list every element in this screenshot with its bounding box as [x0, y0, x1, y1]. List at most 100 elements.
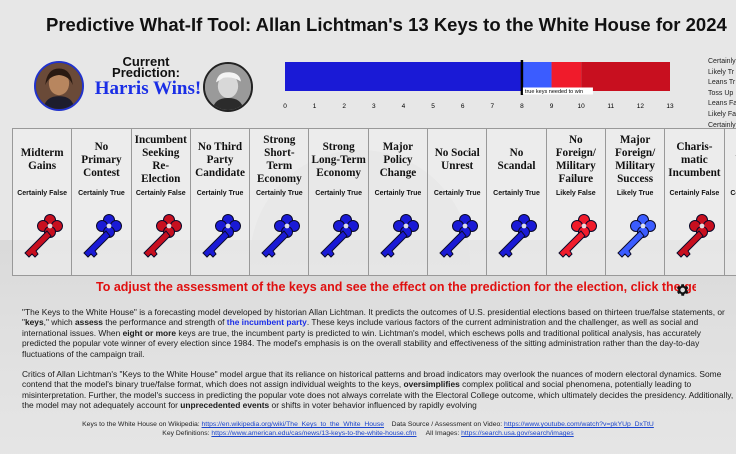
- key-card-1: No Primary Contest Certainly True: [71, 129, 131, 275]
- text-run: or shifts in voter behavior influenced b…: [269, 400, 477, 411]
- key-name: No Third Party Candidate: [195, 140, 245, 179]
- text-run: the incumbent party: [226, 317, 307, 328]
- axis-tick-9: 9: [550, 103, 554, 110]
- key-card-8: No Scandal Certainly True: [486, 129, 546, 275]
- text-run: ," which: [43, 317, 75, 328]
- gear-icon[interactable]: [674, 282, 690, 298]
- key-name: No Primary Contest: [81, 140, 122, 179]
- axis-tick-8: 8: [520, 103, 524, 110]
- key-status: Certainly True: [374, 190, 422, 197]
- key-icon: [498, 214, 538, 258]
- key-card-4: Strong Short-Term Economy Certainly True: [249, 129, 309, 275]
- key-icon: [202, 214, 241, 258]
- bar-segment-0: [285, 62, 522, 91]
- legend-item-4: Leans Fa: [708, 100, 736, 108]
- key-name: Un Cha: [725, 133, 736, 187]
- key-card-3: No Third Party Candidate Certainly True: [189, 129, 250, 275]
- wiki-link[interactable]: https://en.wikipedia.org/wiki/The_Keys_t…: [201, 421, 385, 428]
- key-icon: [83, 214, 123, 258]
- key-card-11: Charis-matic Incumbent Certainly False: [664, 129, 724, 275]
- key-icon: [142, 214, 182, 258]
- key-card-12: Un Cha Certainly True: [723, 129, 736, 275]
- source-link[interactable]: https://www.youtube.com/watch?v=pkYUp_Dx…: [504, 421, 654, 428]
- key-status: Certainly False: [17, 190, 68, 197]
- legend-item-1: Likely Tr: [708, 68, 735, 76]
- axis-tick-2: 2: [342, 103, 346, 110]
- key-status: Certainly False: [669, 190, 720, 197]
- text-run: "The Keys to the White House" is a forec…: [22, 307, 725, 328]
- footer-line-2: Key Definitions: https://www.american.ed…: [0, 430, 736, 437]
- text-run: . These keys include various factors of …: [22, 317, 699, 338]
- axis-tick-10: 10: [578, 103, 586, 110]
- key-status: Certainly True: [493, 190, 540, 197]
- key-card-7: No Social Unrest Certainly True: [427, 129, 487, 275]
- key-card-2: Incumbent Seeking Re-Election Certainly F…: [130, 129, 190, 275]
- key-status: Likely True: [616, 190, 654, 197]
- key-icon: [320, 214, 360, 258]
- keys-row: Midterm Gains Certainly False No Primary C…: [12, 128, 736, 276]
- threshold-label: true keys needed to win: [525, 89, 583, 95]
- key-icon: [24, 214, 63, 258]
- key-card-0: Midterm Gains Certainly False: [12, 129, 72, 275]
- axis-tick-11: 11: [607, 103, 614, 110]
- key-name: No Social Unrest: [434, 147, 480, 172]
- images-link[interactable]: https://search.usa.gov/search/images: [461, 430, 574, 437]
- key-icon: [261, 214, 301, 258]
- wiki-label: Keys to the White House on Wikipedia:: [82, 421, 202, 428]
- winner-text: Harris Wins!: [94, 78, 202, 99]
- key-status: Certainly True: [255, 190, 303, 197]
- axis-tick-13: 13: [666, 103, 674, 110]
- legend-item-3: Toss Up: [708, 89, 734, 97]
- legend: Certainly Likely Tr Leans Tr Toss Up Leans F…: [708, 57, 736, 131]
- text-run: Critics of Allan Lichtman's "Keys to the…: [22, 369, 722, 390]
- defs-label: Key Definitions:: [162, 430, 212, 437]
- text-run: the performance and strength of: [102, 317, 227, 328]
- key-name: Midterm Gains: [20, 147, 64, 172]
- key-status: Certainly True: [315, 190, 362, 197]
- key-status: Certainly False: [135, 190, 186, 197]
- description-paragraph-1: "The Keys to the White House" is a forec…: [22, 307, 736, 363]
- key-name: Charis-matic Incumbent: [668, 140, 721, 179]
- axis-tick-3: 3: [372, 103, 376, 110]
- key-name: No Scandal: [497, 147, 536, 172]
- axis-tick-6: 6: [461, 103, 465, 110]
- legend-item-5: Likely Fa: [708, 110, 736, 118]
- text-run: keys: [24, 317, 44, 328]
- key-status: Likely False: [555, 190, 596, 197]
- key-card-6: Major Policy Change Certainly True: [367, 129, 428, 275]
- instruction-text: To adjust the assessment of the keys and…: [96, 280, 696, 294]
- page-title: Predictive What-If Tool: Allan Lichtman'…: [46, 14, 727, 35]
- key-icon: [557, 214, 597, 258]
- key-icon: [617, 214, 656, 258]
- text-run: eight or more: [122, 327, 177, 338]
- key-card-5: Strong Long-Term Economy Certainly True: [308, 129, 368, 275]
- key-icon: [380, 214, 419, 258]
- current-prediction-label: Current Prediction:: [112, 56, 180, 78]
- key-name: Major Foreign/ Military Success: [615, 134, 656, 185]
- images-label: All Images:: [425, 430, 462, 437]
- text-run: keys are true, the incumbent party is pr…: [22, 327, 701, 359]
- trump-avatar: [203, 62, 253, 112]
- axis-tick-4: 4: [402, 103, 406, 110]
- source-label: Data Source / Assessment on Video:: [391, 421, 505, 428]
- text-run: unprecedented events: [180, 400, 270, 411]
- harris-avatar: [34, 61, 84, 111]
- key-name: Incumbent Seeking Re-Election: [134, 134, 187, 185]
- bar-segment-3: [581, 62, 670, 91]
- key-card-10: Major Foreign/ Military Success Likely Tr…: [604, 129, 665, 275]
- key-name: Strong Long-Term Economy: [311, 140, 366, 179]
- defs-link[interactable]: https://www.american.edu/cas/news/13-key…: [211, 430, 417, 437]
- key-status: Certainly True: [433, 190, 481, 197]
- key-status: Certainly True: [196, 190, 244, 197]
- legend-item-6: Certainly: [708, 121, 736, 129]
- key-icon: [676, 214, 716, 258]
- axis-tick-7: 7: [490, 103, 494, 110]
- threshold-label-bg: [522, 87, 593, 95]
- legend-item-0: Certainly: [708, 58, 736, 65]
- key-card-9: No Foreign/ Military Failure Likely False: [545, 129, 605, 275]
- key-icon: [735, 252, 736, 254]
- key-icon: [439, 214, 479, 258]
- bar-segment-1: [521, 62, 552, 91]
- key-status: Certainly True: [78, 190, 125, 197]
